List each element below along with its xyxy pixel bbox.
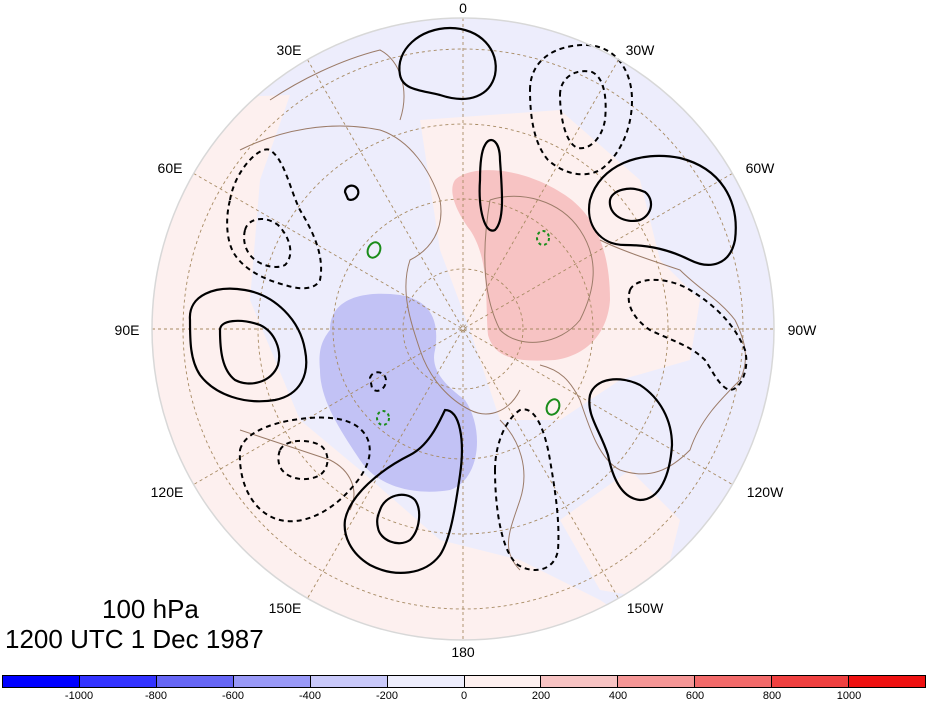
contour-pos-southeast bbox=[588, 378, 674, 502]
weak-positive-region-se bbox=[560, 470, 680, 600]
colorbar-segment-3 bbox=[233, 676, 311, 687]
lon-label-120w: 120W bbox=[746, 484, 784, 500]
contour-neg-east bbox=[627, 278, 748, 392]
colorbar-segment-6 bbox=[464, 676, 542, 687]
positive-contours bbox=[188, 26, 737, 574]
weak-positive-region-west bbox=[152, 95, 660, 640]
meridian-30w-150e bbox=[307, 59, 619, 599]
colorbar-segment-2 bbox=[156, 676, 234, 687]
coast-greenland bbox=[484, 195, 594, 343]
contour-neg-southwest-inner bbox=[277, 439, 329, 481]
negative-contours bbox=[226, 43, 748, 571]
contour-pos-south-outer bbox=[343, 408, 463, 574]
lon-label-90w: 90W bbox=[787, 322, 817, 338]
colorbar-tick-label: -1000 bbox=[64, 690, 94, 702]
colorbar-tick-label: 1000 bbox=[836, 690, 862, 702]
colorbar-tick-label: -200 bbox=[375, 690, 399, 702]
coast-alaska bbox=[499, 419, 525, 571]
colorbar-tick-label: -400 bbox=[298, 690, 322, 702]
strong-positive-blob bbox=[452, 170, 610, 361]
lon-label-60w: 60W bbox=[745, 160, 775, 176]
lat-circle-1 bbox=[402, 268, 524, 390]
lon-label-60e: 60E bbox=[157, 160, 183, 176]
contour-neg-north-inner bbox=[558, 70, 607, 150]
contour-neg-west-outer bbox=[226, 148, 323, 290]
hemisphere-border bbox=[151, 17, 775, 641]
contour-pos-greenland-strip bbox=[478, 138, 504, 232]
contour-pos-west-inner bbox=[218, 319, 281, 385]
meridian-60w-120e bbox=[193, 173, 733, 485]
contour-pos-south-inner bbox=[376, 493, 421, 545]
colorbar-segment-7 bbox=[541, 676, 619, 687]
colorbar-tick-label: -600 bbox=[221, 690, 245, 702]
green-contour-2 bbox=[545, 398, 561, 416]
meridian-30e-150w bbox=[307, 59, 619, 599]
lon-label-90e: 90E bbox=[114, 322, 140, 338]
contour-neg-west-inner bbox=[243, 218, 292, 268]
contour-neg-north-outer bbox=[528, 43, 634, 176]
colorbar-segment-5 bbox=[387, 676, 465, 687]
colorbar-tick-label: 600 bbox=[685, 690, 705, 702]
coast-north-america bbox=[539, 239, 746, 475]
coastlines bbox=[239, 49, 746, 571]
colorbar-segment-9 bbox=[695, 676, 773, 687]
caption-level: 100 hPa bbox=[102, 594, 199, 624]
lon-label-0: 0 bbox=[459, 0, 467, 16]
green-contours bbox=[366, 230, 561, 426]
colorbar-tick-label: 200 bbox=[531, 690, 551, 702]
contour-pos-northeast-outer bbox=[587, 154, 737, 266]
strong-negative-blob bbox=[319, 293, 477, 492]
colorbar-segment-1 bbox=[79, 676, 157, 687]
colorbar-segment-8 bbox=[618, 676, 696, 687]
shaded-anomaly-layer bbox=[152, 95, 700, 640]
coast-europe bbox=[269, 49, 405, 121]
contour-neg-southwest-outer bbox=[238, 416, 371, 523]
lon-label-120e: 120E bbox=[150, 484, 184, 500]
contour-neg-center-small bbox=[368, 371, 388, 392]
green-contour-1 bbox=[366, 241, 382, 259]
lon-label-30w: 30W bbox=[625, 42, 655, 58]
coast-eurasia-north bbox=[239, 125, 521, 415]
lon-label-30e: 30E bbox=[276, 42, 302, 58]
colorbar-tick-label: 0 bbox=[460, 690, 468, 702]
colorbar-segment-0 bbox=[3, 676, 80, 687]
colorbar-tick-label: 800 bbox=[762, 690, 782, 702]
green-contour-3 bbox=[536, 230, 550, 246]
colorbar-tick-label: 400 bbox=[608, 690, 628, 702]
meridian-60e-120w bbox=[193, 173, 733, 485]
colorbar-segment-10 bbox=[772, 676, 850, 687]
colorbar bbox=[2, 675, 926, 688]
lon-label-150w: 150W bbox=[626, 600, 664, 616]
green-contour-4 bbox=[376, 410, 390, 426]
colorbar-tick-label: -800 bbox=[144, 690, 168, 702]
contour-pos-northeast-inner bbox=[608, 187, 653, 223]
caption-time: 1200 UTC 1 Dec 1987 bbox=[5, 624, 264, 654]
lon-label-180: 180 bbox=[451, 644, 475, 660]
contour-neg-south-east bbox=[493, 408, 560, 571]
colorbar-segment-4 bbox=[310, 676, 388, 687]
colorbar-segment-11 bbox=[849, 676, 926, 687]
contour-pos-top bbox=[398, 26, 497, 100]
lon-label-150e: 150E bbox=[268, 600, 302, 616]
coast-asia-east bbox=[239, 429, 355, 511]
contour-pos-small-nw bbox=[343, 184, 360, 201]
graticule bbox=[152, 18, 774, 640]
contour-pos-west-outer bbox=[188, 287, 308, 403]
